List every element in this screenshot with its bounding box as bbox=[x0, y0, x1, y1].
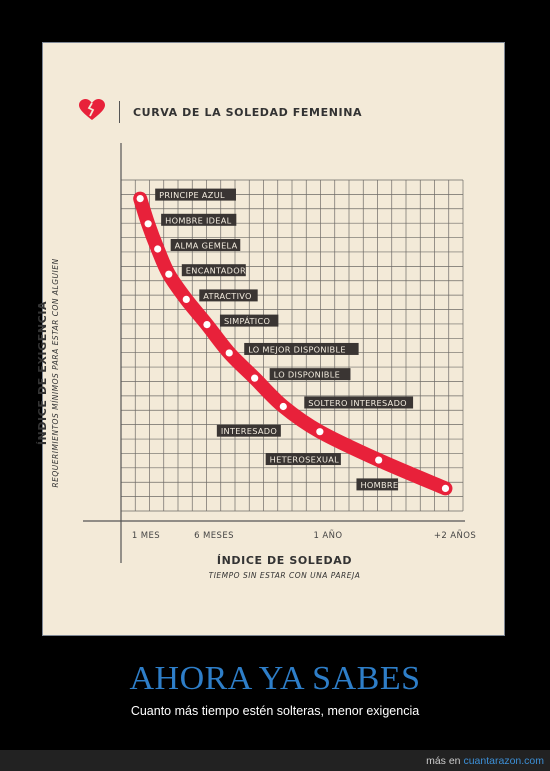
curve-point bbox=[165, 270, 173, 278]
y-axis-title: ÍNDICE DE EXIGENCIA bbox=[36, 300, 49, 446]
point-label: PRINCIPE AZUL bbox=[159, 190, 225, 200]
y-axis-subtitle: REQUERIMIENTOS MÍNIMOS PARA ESTAR CON AL… bbox=[51, 258, 60, 488]
point-label: LO DISPONIBLE bbox=[274, 370, 340, 380]
curve-point bbox=[182, 295, 190, 303]
site-link[interactable]: cuantarazon.com bbox=[463, 755, 544, 767]
headline: AHORA YA SABES bbox=[129, 660, 421, 697]
x-axis-subtitle: TIEMPO SIN ESTAR CON UNA PAREJA bbox=[208, 571, 361, 580]
x-tick-label: 6 MESES bbox=[194, 531, 234, 541]
curve-point bbox=[136, 195, 144, 203]
footer-prefix: más en bbox=[426, 755, 461, 767]
footer-bar: más en cuantarazon.com bbox=[0, 750, 550, 771]
curve-point bbox=[154, 245, 162, 253]
curve-point bbox=[279, 402, 287, 411]
chart: 1 MES 6 MESES 1 AÑO +2 AÑOS PRINCIPE AZUL HOM… bbox=[83, 143, 476, 563]
point-label: HOMBRE IDEAL bbox=[165, 215, 232, 225]
point-label-box bbox=[155, 188, 236, 201]
point-label: ATRACTIVO bbox=[203, 291, 252, 301]
subline: Cuanto más tiempo estén solteras, menor … bbox=[130, 704, 420, 718]
point-label-box bbox=[161, 213, 237, 226]
point-label: ENCANTADOR bbox=[186, 266, 246, 276]
point-label-box bbox=[181, 264, 246, 277]
footer-text: más en cuantarazon.com bbox=[426, 755, 544, 767]
point-label: HETEROSEXUAL bbox=[270, 455, 340, 465]
point-label: INTERESADO bbox=[221, 426, 277, 436]
x-axis-title: ÍNDICE DE SOLEDAD bbox=[216, 554, 353, 567]
curve-point bbox=[441, 484, 450, 492]
x-tick-label: 1 AÑO bbox=[314, 530, 343, 541]
broken-heart-icon bbox=[79, 99, 105, 120]
point-label-box bbox=[269, 368, 351, 381]
point-label-box bbox=[244, 342, 359, 355]
point-label-box bbox=[219, 314, 279, 327]
point-label: LO MEJOR DISPONIBLE bbox=[248, 344, 346, 354]
curve-point bbox=[375, 456, 383, 464]
curve-point bbox=[225, 349, 233, 357]
x-tick-label: +2 AÑOS bbox=[434, 530, 476, 541]
point-label-box bbox=[216, 424, 281, 437]
point-label-box bbox=[356, 478, 399, 491]
title-divider bbox=[119, 101, 120, 123]
curve-point bbox=[251, 374, 259, 382]
point-label: HOMBRE bbox=[360, 480, 398, 490]
curve-point bbox=[203, 321, 211, 329]
point-label-box bbox=[265, 453, 341, 466]
x-tick-label: 1 MES bbox=[132, 531, 160, 541]
point-label-box bbox=[170, 239, 241, 251]
point-label-box bbox=[304, 396, 414, 409]
point-label: SIMPÁTICO bbox=[224, 315, 270, 326]
curve-point bbox=[316, 428, 324, 436]
point-label-box bbox=[199, 289, 258, 302]
chart-title: CURVA DE LA SOLEDAD FEMENINA bbox=[133, 106, 363, 119]
y-axis-label: ÍNDICE DE EXIGENCIA REQUERIMIENTOS MÍNIM… bbox=[36, 258, 60, 487]
poster: 1 MES 6 MESES 1 AÑO +2 AÑOS PRINCIPE AZUL HOM… bbox=[36, 42, 505, 636]
point-label: SOLTERO INTERESADO bbox=[308, 398, 407, 408]
point-label: ALMA GEMELA bbox=[175, 241, 238, 251]
curve-point bbox=[144, 220, 152, 228]
